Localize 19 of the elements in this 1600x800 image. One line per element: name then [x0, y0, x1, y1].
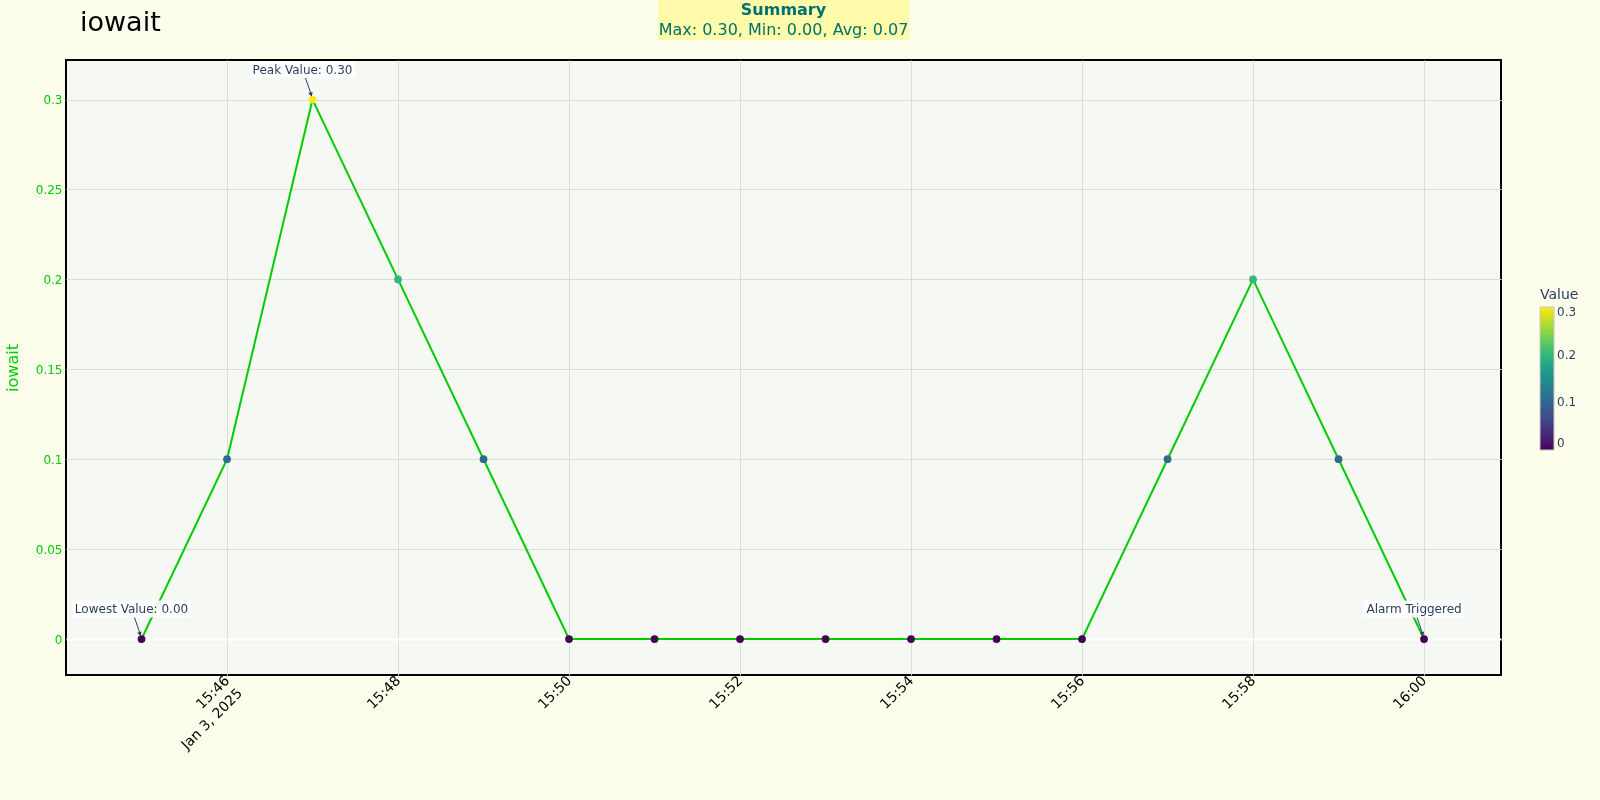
y-tick-label: 0 — [54, 632, 63, 647]
annotation: Peak Value: 0.30 — [252, 62, 353, 77]
text: Summary — [739, 0, 828, 20]
annotation: Lowest Value: 0.00 — [74, 602, 189, 617]
y-tick-label: 0.05 — [35, 542, 63, 557]
chart-title: iowait — [80, 6, 161, 37]
color-bar-label: 0.2 — [1557, 347, 1577, 362]
y-tick-label: 0.15 — [35, 362, 63, 377]
text: Max: 0.30, Min: 0.00, Avg: 0.07 — [658, 20, 909, 40]
y-tick-label: 0.25 — [35, 182, 63, 197]
y-tick-label: 0.2 — [43, 272, 63, 287]
y-axis-title: iowait — [2, 344, 22, 392]
color-bar-label: 0.3 — [1557, 305, 1577, 319]
y-tick-label: 0.3 — [43, 93, 63, 108]
color-bar-title: Value — [1540, 286, 1579, 302]
y-tick-label: 0.1 — [43, 452, 63, 467]
color-bar-label: 0 — [1557, 436, 1565, 450]
annotation: Alarm Triggered — [1366, 602, 1462, 617]
color-bar-label: 0.1 — [1557, 395, 1577, 410]
